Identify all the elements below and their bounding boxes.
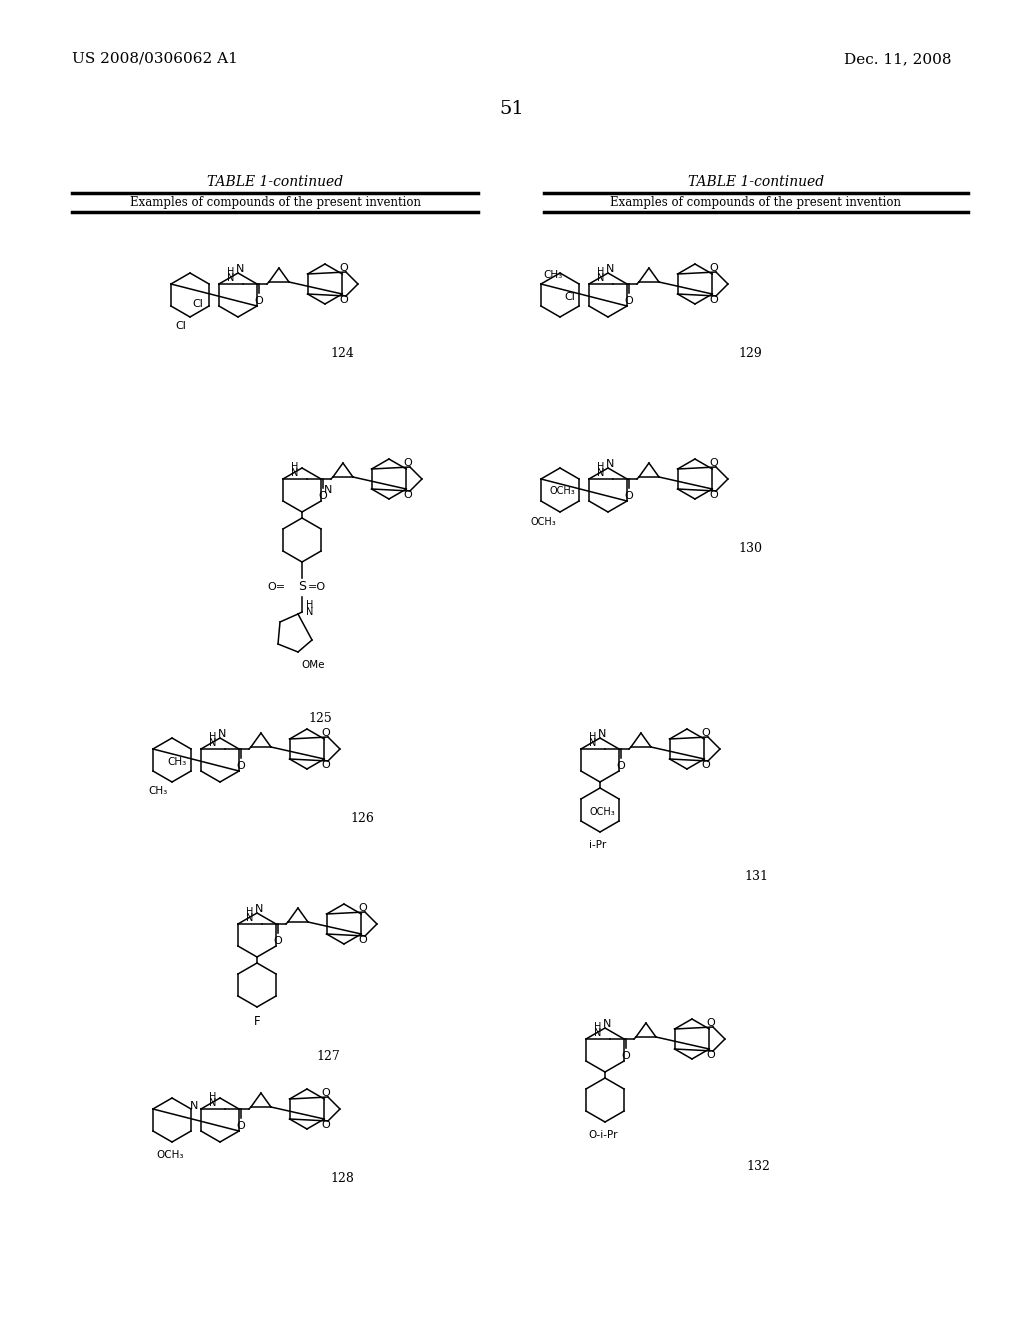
Text: N: N — [606, 459, 614, 469]
Text: 129: 129 — [738, 347, 762, 360]
Text: 127: 127 — [316, 1049, 340, 1063]
Text: O: O — [322, 729, 331, 738]
Text: N: N — [598, 729, 606, 739]
Text: i-Pr: i-Pr — [590, 840, 606, 850]
Text: O: O — [273, 936, 283, 946]
Text: O-i-Pr: O-i-Pr — [588, 1130, 617, 1140]
Text: H: H — [209, 733, 217, 742]
Text: O: O — [358, 903, 368, 913]
Text: OMe: OMe — [301, 660, 325, 671]
Text: Dec. 11, 2008: Dec. 11, 2008 — [845, 51, 952, 66]
Text: OCH₃: OCH₃ — [530, 517, 556, 527]
Text: H: H — [597, 267, 604, 277]
Text: O: O — [318, 491, 328, 502]
Text: N: N — [189, 1101, 199, 1111]
Text: 125: 125 — [308, 711, 332, 725]
Text: N: N — [589, 738, 597, 748]
Text: 128: 128 — [330, 1172, 354, 1185]
Text: O: O — [710, 263, 718, 273]
Text: O: O — [403, 490, 413, 500]
Text: O: O — [710, 458, 718, 469]
Text: O: O — [322, 1088, 331, 1098]
Text: Cl: Cl — [564, 292, 575, 302]
Text: O: O — [707, 1018, 716, 1028]
Text: 51: 51 — [500, 100, 524, 117]
Text: OCH₃: OCH₃ — [549, 486, 575, 496]
Text: OCH₃: OCH₃ — [589, 807, 615, 817]
Text: O: O — [403, 458, 413, 469]
Text: O: O — [322, 1119, 331, 1130]
Text: N: N — [246, 913, 254, 923]
Text: O: O — [358, 935, 368, 945]
Text: Cl: Cl — [175, 321, 186, 331]
Text: O: O — [237, 762, 246, 771]
Text: O: O — [625, 491, 633, 502]
Text: O: O — [625, 296, 633, 306]
Text: O: O — [322, 760, 331, 770]
Text: N: N — [306, 607, 313, 616]
Text: H: H — [589, 733, 597, 742]
Text: N: N — [594, 1028, 602, 1038]
Text: O: O — [710, 294, 718, 305]
Text: H: H — [209, 1092, 217, 1102]
Text: S: S — [298, 581, 306, 594]
Text: TABLE 1-continued: TABLE 1-continued — [207, 176, 343, 189]
Text: US 2008/0306062 A1: US 2008/0306062 A1 — [72, 51, 238, 66]
Text: O=: O= — [268, 582, 286, 591]
Text: F: F — [254, 1015, 260, 1028]
Text: O: O — [707, 1049, 716, 1060]
Text: N: N — [603, 1019, 611, 1030]
Text: N: N — [218, 729, 226, 739]
Text: N: N — [209, 738, 217, 748]
Text: =O: =O — [308, 582, 326, 591]
Text: O: O — [710, 490, 718, 500]
Text: O: O — [237, 1121, 246, 1131]
Text: Examples of compounds of the present invention: Examples of compounds of the present inv… — [610, 195, 901, 209]
Text: 132: 132 — [746, 1160, 770, 1173]
Text: H: H — [597, 462, 604, 473]
Text: O: O — [340, 263, 348, 273]
Text: N: N — [236, 264, 244, 275]
Text: N: N — [597, 469, 604, 478]
Text: O: O — [701, 729, 711, 738]
Text: TABLE 1-continued: TABLE 1-continued — [688, 176, 824, 189]
Text: OCH₃: OCH₃ — [157, 1150, 183, 1160]
Text: O: O — [622, 1051, 631, 1061]
Text: 124: 124 — [330, 347, 354, 360]
Text: H: H — [594, 1022, 602, 1032]
Text: H: H — [291, 462, 299, 473]
Text: N: N — [324, 484, 332, 495]
Text: N: N — [209, 1098, 217, 1107]
Text: H: H — [246, 907, 254, 917]
Text: N: N — [291, 469, 299, 478]
Text: H: H — [227, 267, 234, 277]
Text: 126: 126 — [350, 812, 374, 825]
Text: 130: 130 — [738, 543, 762, 554]
Text: N: N — [597, 273, 604, 282]
Text: O: O — [616, 762, 626, 771]
Text: N: N — [606, 264, 614, 275]
Text: H: H — [306, 601, 313, 610]
Text: O: O — [340, 294, 348, 305]
Text: CH₃: CH₃ — [148, 785, 168, 796]
Text: N: N — [255, 904, 263, 913]
Text: N: N — [227, 273, 234, 282]
Text: O: O — [701, 760, 711, 770]
Text: CH₃: CH₃ — [543, 271, 562, 280]
Text: CH₃: CH₃ — [168, 756, 187, 767]
Text: 131: 131 — [744, 870, 768, 883]
Text: O: O — [255, 296, 263, 306]
Text: Cl: Cl — [193, 300, 203, 309]
Text: Examples of compounds of the present invention: Examples of compounds of the present inv… — [129, 195, 421, 209]
